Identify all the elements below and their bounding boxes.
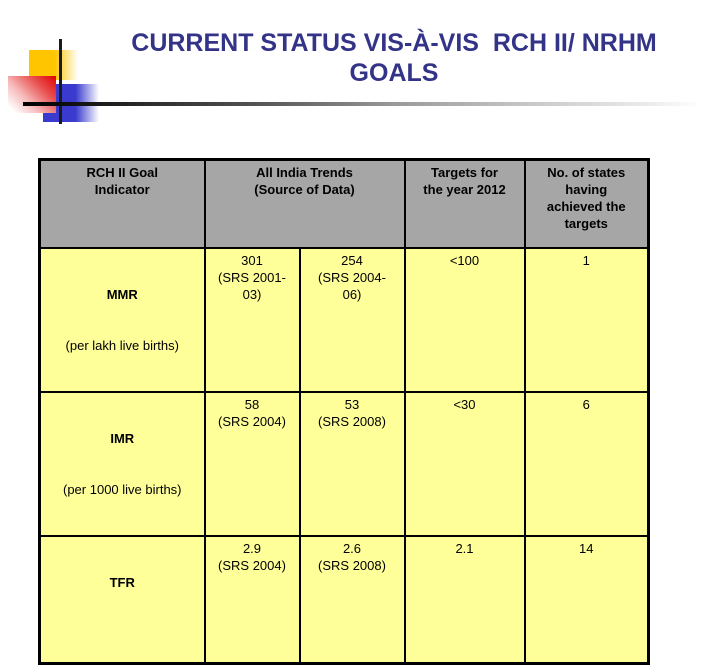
- cell-mmr-trend-later: 254 (SRS 2004- 06): [298, 246, 406, 393]
- cell-tfr-states-achieved: 14: [523, 534, 650, 664]
- header-all-india-trends: All India Trends (Source of Data): [203, 158, 406, 249]
- cell-tfr-target: 2.1: [403, 534, 526, 664]
- indicator-name: TFR: [109, 574, 135, 590]
- cell-imr-trend-earlier: 58 (SRS 2004): [203, 390, 301, 537]
- horizontal-divider-line: [23, 102, 700, 106]
- slide-title: CURRENT STATUS VIS-À-VIS RCH II/ NRHM GO…: [131, 29, 657, 87]
- indicator-note: (per 1000 live births): [63, 481, 182, 497]
- header-targets-2012: Targets for the year 2012: [403, 158, 526, 249]
- cell-mmr-trend-earlier: 301 (SRS 2001- 03): [203, 246, 301, 393]
- cell-imr-indicator: IMR (per 1000 live births): [38, 390, 206, 537]
- indicator-name: MMR: [106, 286, 138, 302]
- header-goal-indicator: RCH II Goal Indicator: [38, 158, 206, 249]
- rch-goals-table: RCH II Goal Indicator All India Trends (…: [38, 158, 650, 665]
- table-header-row: RCH II Goal Indicator All India Trends (…: [38, 158, 650, 249]
- red-square-decoration: [8, 76, 56, 113]
- cell-tfr-trend-later: 2.6 (SRS 2008): [298, 534, 406, 664]
- cell-imr-states-achieved: 6: [523, 390, 650, 537]
- cell-imr-trend-later: 53 (SRS 2008): [298, 390, 406, 537]
- cell-tfr-trend-earlier: 2.9 (SRS 2004): [203, 534, 301, 664]
- indicator-note: (per lakh live births): [65, 337, 179, 353]
- header-states-achieved: No. of states having achieved the target…: [523, 158, 650, 249]
- indicator-name: IMR: [110, 430, 135, 446]
- vertical-crosshair-line: [59, 39, 62, 124]
- table-row-imr: IMR (per 1000 live births) 58 (SRS 2004)…: [38, 390, 650, 537]
- table-row-tfr: TFR 2.9 (SRS 2004) 2.6 (SRS 2008) 2.1 14: [38, 534, 650, 664]
- cell-tfr-indicator: TFR: [38, 534, 206, 664]
- cell-imr-target: <30: [403, 390, 526, 537]
- yellow-square-decoration: [29, 50, 78, 80]
- cell-mmr-states-achieved: 1: [523, 246, 650, 393]
- table-row-mmr: MMR (per lakh live births) 301 (SRS 2001…: [38, 246, 650, 393]
- cell-mmr-indicator: MMR (per lakh live births): [38, 246, 206, 393]
- cell-mmr-target: <100: [403, 246, 526, 393]
